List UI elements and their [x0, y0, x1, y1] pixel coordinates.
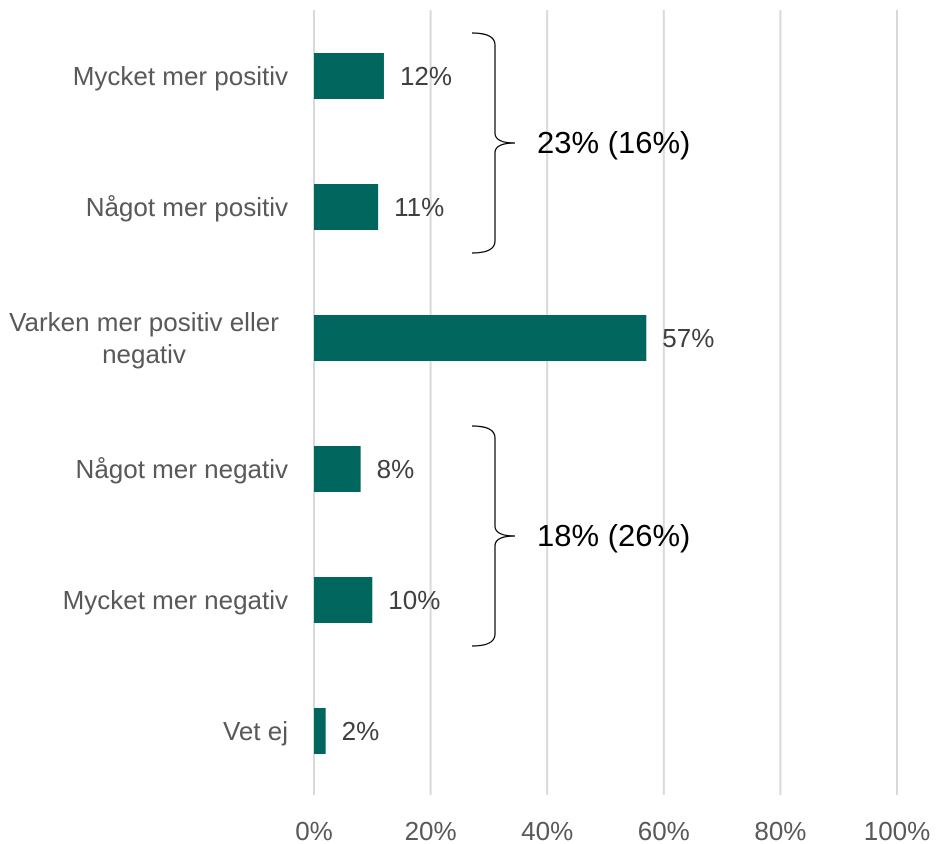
x-tick-label: 40% [521, 816, 573, 844]
x-tick-label: 100% [864, 816, 931, 844]
y-tick-label: Mycket mer positiv [72, 61, 288, 91]
x-tick-label: 20% [405, 816, 457, 844]
value-label: 57% [662, 323, 714, 353]
y-tick-label: Vet ej [222, 716, 288, 746]
value-label: 12% [400, 61, 452, 91]
y-tick-label: Varken mer positiv eller negativ [9, 307, 279, 369]
bar [314, 53, 384, 99]
value-label: 11% [394, 192, 444, 222]
x-tick-label: 60% [638, 816, 690, 844]
value-label: 10% [388, 585, 440, 615]
annotation: 23% (16%) [537, 125, 690, 160]
x-tick-label: 80% [754, 816, 806, 844]
bar [314, 446, 361, 492]
y-tick-label: Något mer negativ [75, 454, 288, 484]
x-tick-label: 0% [295, 816, 333, 844]
bar [314, 708, 326, 754]
bar [314, 184, 379, 230]
annotation: 18% (26%) [537, 518, 690, 553]
brace [471, 32, 516, 254]
value-label: 8% [377, 454, 415, 484]
value-label: 2% [342, 716, 380, 746]
bar [314, 577, 373, 623]
bar [314, 315, 647, 361]
brace [471, 425, 516, 647]
y-tick-label: Mycket mer negativ [62, 585, 288, 615]
y-tick-label: Något mer positiv [85, 192, 288, 222]
